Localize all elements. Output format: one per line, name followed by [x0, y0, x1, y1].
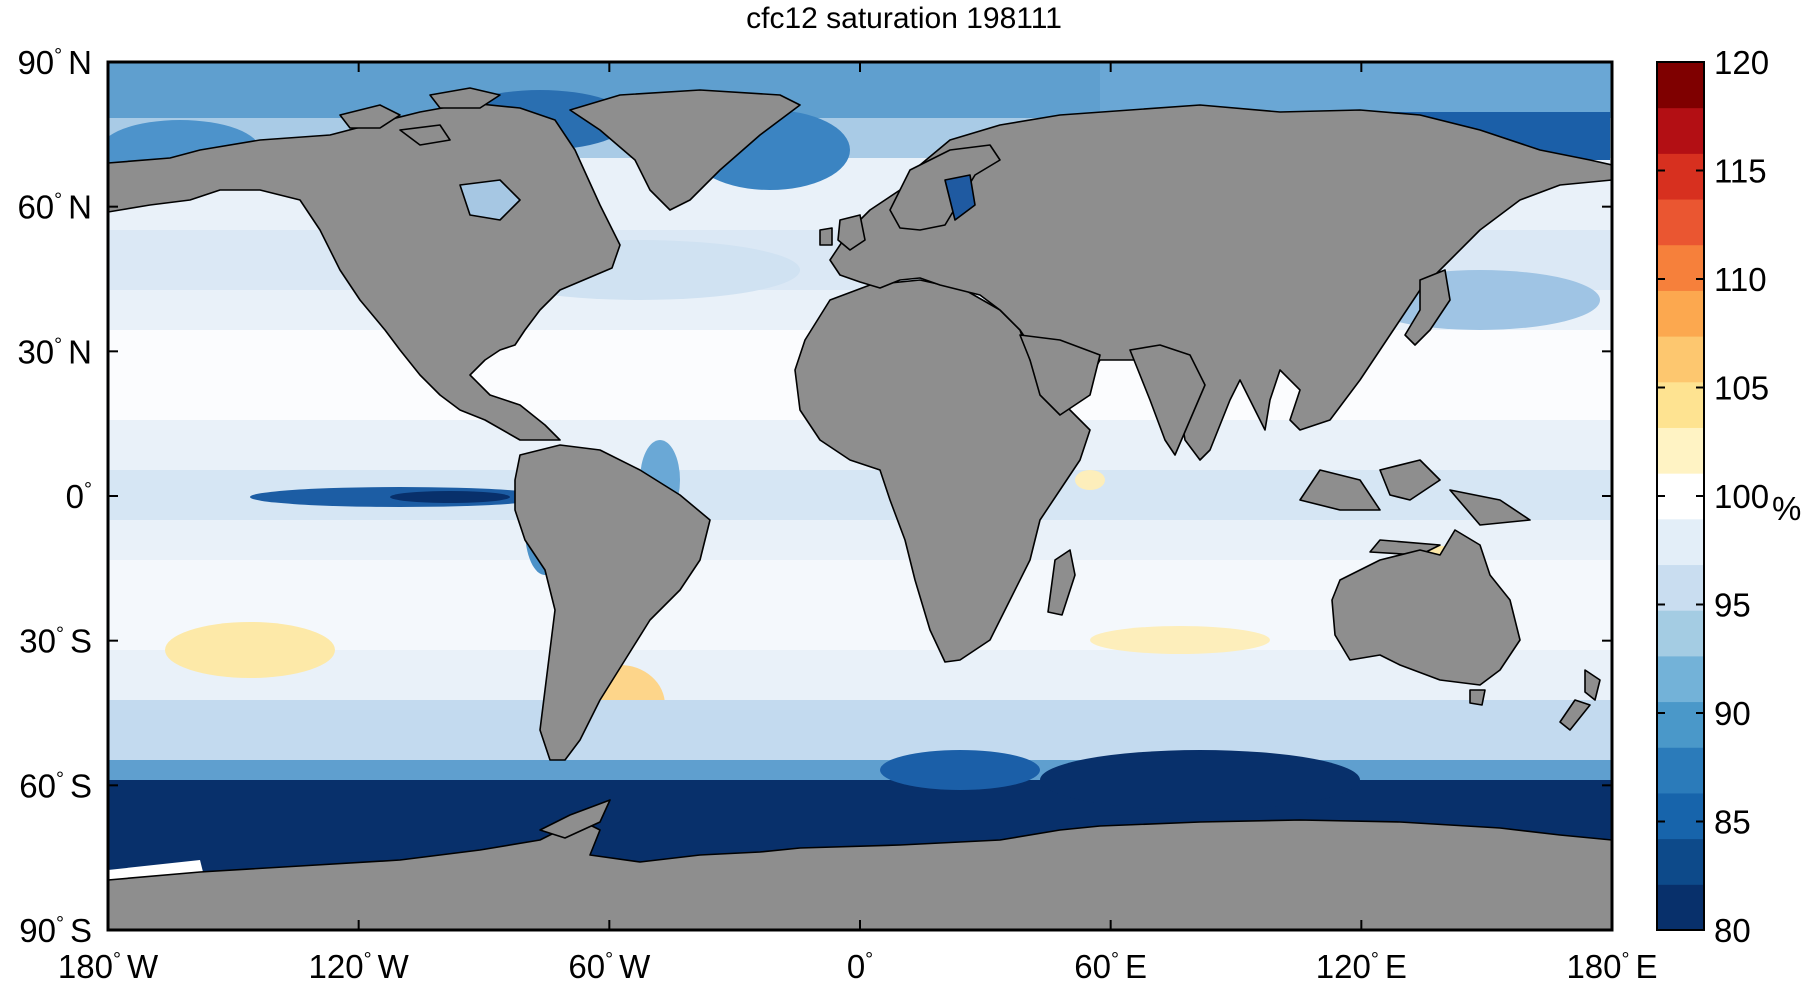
colorbar-segment [1657, 838, 1704, 885]
colorbar-segment [1657, 199, 1704, 246]
y-tick-labels: 90° N 60° N 30° N 0° 30° S 60° S 90° S [17, 44, 92, 949]
colorbar-unit: % [1772, 490, 1801, 527]
x-tick-label: 180° E [1566, 948, 1657, 984]
land-masses [108, 87, 1612, 930]
madagascar [1047, 549, 1076, 616]
colorbar-segment [1657, 336, 1704, 383]
colorbar-segment [1657, 701, 1704, 748]
colorbar-tick-label: 115 [1714, 153, 1767, 190]
y-tick-label: 30° N [17, 333, 92, 370]
x-tick-label: 60° W [568, 948, 651, 984]
colorbar-segment [1657, 62, 1704, 109]
y-tick-label: 0° [66, 478, 92, 515]
colorbar-segment [1657, 244, 1704, 291]
x-tick-labels: 180° W 120° W 60° W 0° 60° E 120° E 180° E [58, 948, 1658, 984]
new-zealand [1584, 669, 1601, 701]
colorbar-tick-label: 80 [1714, 912, 1751, 949]
greenland [569, 89, 801, 211]
y-tick-label: 90° N [17, 44, 92, 81]
scandinavia [889, 144, 1001, 231]
colorbar-segment [1657, 792, 1704, 840]
map-ticks [107, 61, 1613, 931]
colorbar-segment [1657, 884, 1704, 931]
y-tick-label: 30° S [19, 623, 92, 660]
colorbar-segment [1657, 381, 1704, 428]
y-tick-label: 60° S [19, 767, 92, 804]
map-title: cfc12 saturation 198111 [746, 2, 1062, 35]
colorbar-segment [1657, 610, 1704, 657]
south-america [514, 444, 711, 761]
colorbar-segment [1657, 747, 1704, 794]
south-pacific-supersat [165, 622, 335, 678]
colorbar-tick-label: 120 [1714, 44, 1769, 81]
colorbar-tick-label: 110 [1714, 261, 1767, 298]
colorbar-tick-label: 85 [1714, 804, 1751, 841]
colorbar-tick-label: 105 [1714, 370, 1769, 407]
colorbar-tick-labels: 120 115 110 105 100 95 90 85 80 [1657, 44, 1769, 949]
colorbar-tick-label: 100 [1714, 478, 1769, 515]
y-tick-label: 90° S [19, 912, 92, 949]
colorbar-segment [1657, 655, 1704, 703]
eurasia [829, 104, 1612, 461]
x-tick-label: 60° E [1074, 948, 1147, 984]
colorbar-segment [1657, 518, 1704, 566]
australia [1331, 529, 1521, 686]
y-tick-label: 60° N [17, 189, 92, 226]
colorbar [1657, 62, 1704, 931]
x-tick-label: 180° W [58, 948, 159, 984]
antarctica [108, 819, 1612, 930]
colorbar-tick-label: 90 [1714, 695, 1751, 732]
colorbar-segment [1657, 564, 1704, 611]
x-tick-label: 120° E [1316, 948, 1407, 984]
colorbar-segment [1657, 107, 1704, 154]
colorbar-segment [1657, 153, 1704, 200]
x-tick-label: 120° W [309, 948, 410, 984]
x-tick-label: 0° [847, 948, 873, 984]
colorbar-segment [1657, 290, 1704, 337]
colorbar-tick-label: 95 [1714, 587, 1751, 624]
colorbar-segment [1657, 427, 1704, 474]
